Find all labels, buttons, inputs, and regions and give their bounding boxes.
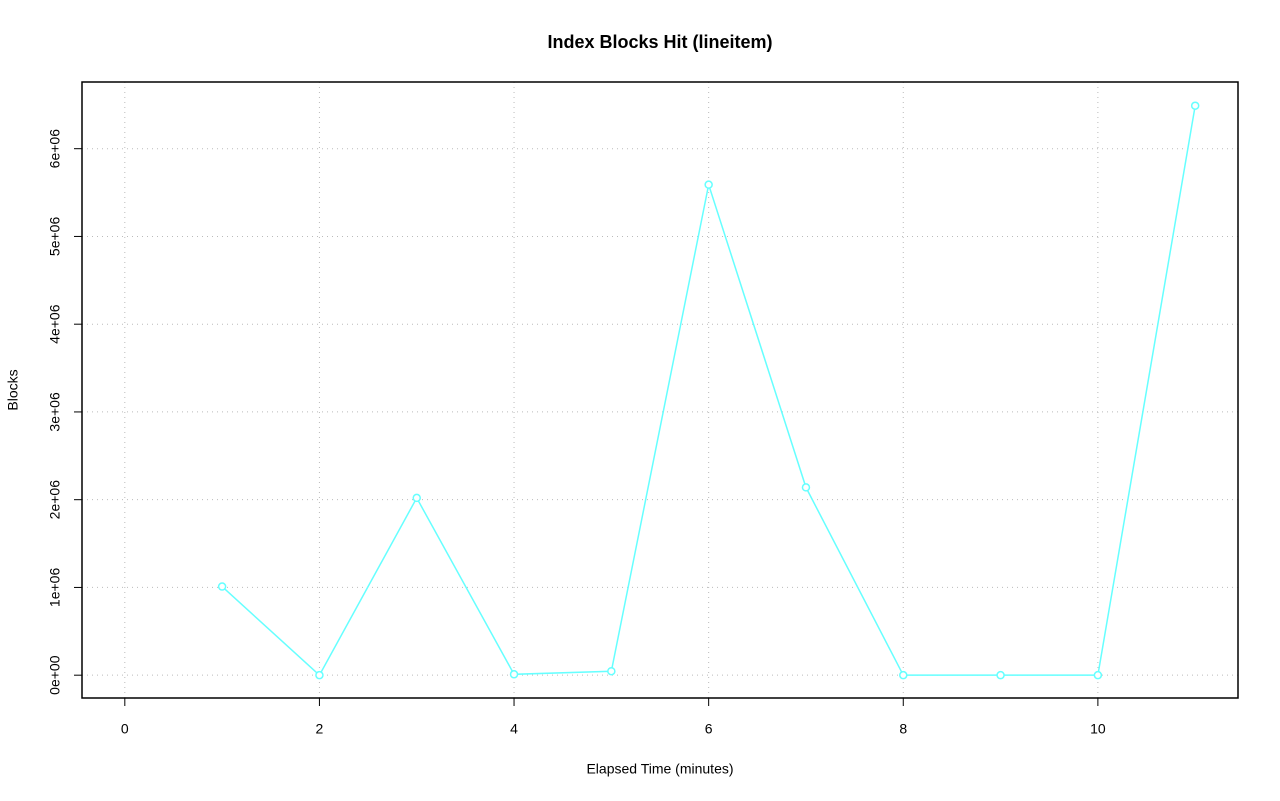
x-tick-label: 10 — [1090, 721, 1106, 737]
chart-title: Index Blocks Hit (lineitem) — [547, 32, 772, 52]
plot-frame — [81, 81, 1239, 699]
data-point — [412, 493, 421, 503]
y-tick-label: 0e+00 — [47, 655, 63, 695]
x-tick-label: 2 — [316, 721, 324, 737]
x-tick-label: 8 — [899, 721, 907, 737]
data-point — [217, 582, 227, 591]
y-tick-label: 5e+06 — [47, 217, 63, 257]
data-point — [509, 670, 519, 679]
y-axis-label: Blocks — [5, 369, 21, 410]
y-tick-label: 3e+06 — [47, 392, 63, 432]
y-tick-label: 2e+06 — [47, 480, 63, 520]
y-tick-label: 6e+06 — [47, 129, 63, 169]
y-tick-label: 4e+06 — [47, 304, 63, 344]
y-tick-label: 1e+06 — [47, 568, 63, 608]
data-point — [1093, 670, 1103, 680]
data-point — [704, 180, 713, 189]
x-axis-label: Elapsed Time (minutes) — [586, 761, 733, 777]
data-point — [801, 483, 811, 492]
x-tick-label: 6 — [705, 721, 713, 737]
x-tick-label: 4 — [510, 721, 518, 737]
data-line — [221, 105, 1196, 677]
data-point — [899, 670, 908, 680]
data-point — [315, 670, 324, 680]
data-point — [607, 666, 616, 676]
x-tick-label: 0 — [121, 721, 129, 737]
data-point — [1190, 101, 1200, 110]
data-point — [996, 670, 1005, 680]
